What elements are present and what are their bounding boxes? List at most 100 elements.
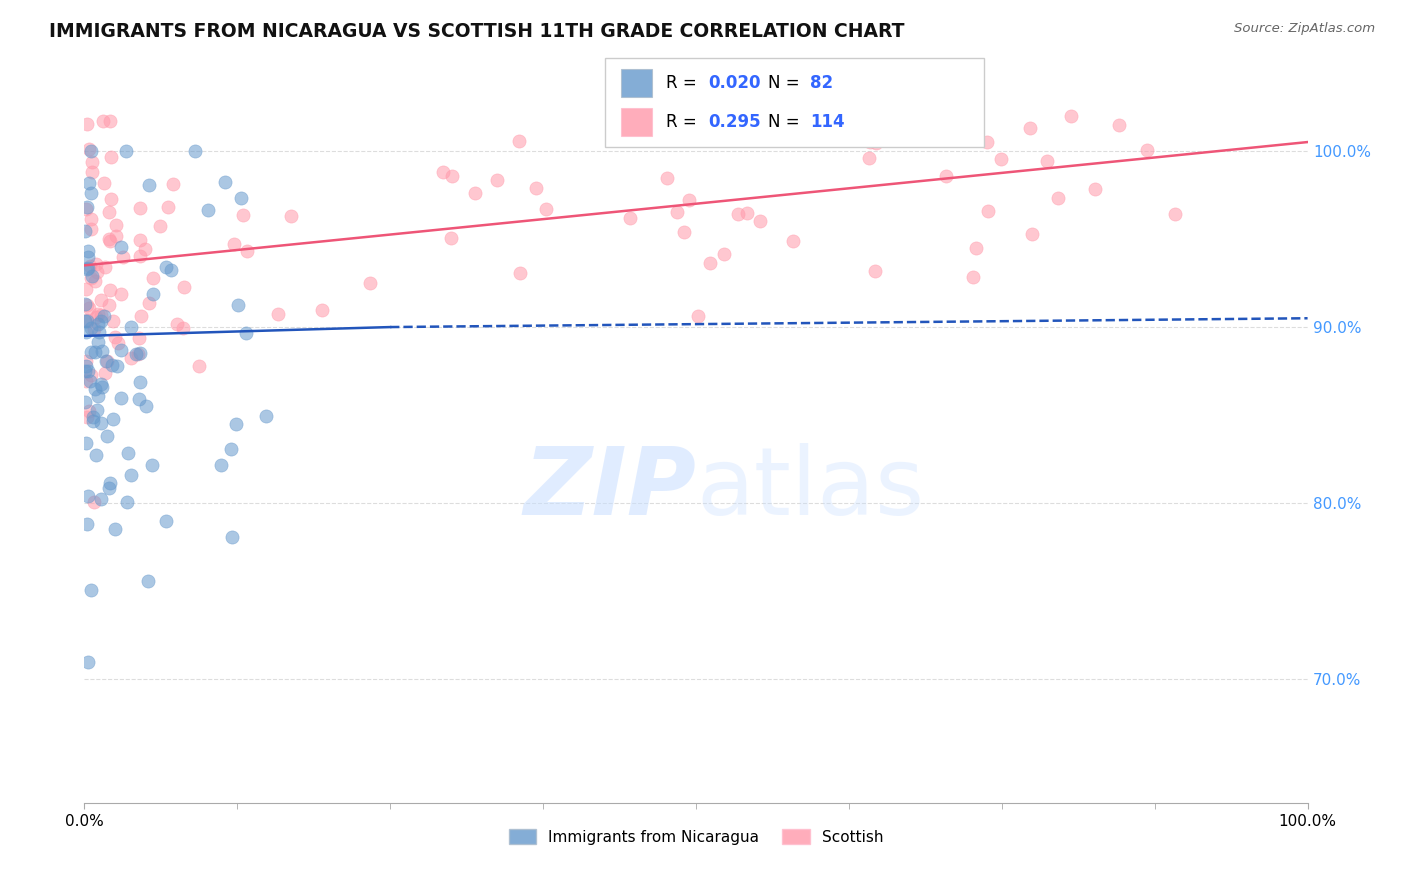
Point [1060,109,1083,123]
Point [77,261,100,276]
Point [97,482,120,496]
Point [90,491,112,506]
Point [75,224,97,238]
Point [135,399,157,413]
Point [90,313,112,327]
Point [96,354,118,368]
Point [138,178,160,192]
Point [75,363,97,377]
Point [935,169,957,184]
Point [101,314,124,328]
Point [1136,143,1159,157]
Legend: Immigrants from Nicaragua, Scottish: Immigrants from Nicaragua, Scottish [501,821,891,852]
Point [82,409,104,424]
Point [80,368,103,382]
Point [75,202,97,217]
Point [149,219,172,233]
Point [98,283,121,297]
Point [97,204,120,219]
Text: R =: R = [666,113,703,131]
Point [79,212,101,227]
Point [100,150,122,164]
Point [80,186,103,200]
Point [311,303,333,318]
Point [76,117,98,131]
Point [90,416,112,430]
Point [90,380,112,394]
Point [96,428,118,442]
Point [93,309,115,323]
Point [129,346,152,360]
Point [75,326,97,340]
Point [97,232,120,246]
Point [127,347,149,361]
Point [280,209,302,223]
Point [440,231,463,245]
Point [162,177,184,191]
Point [86,403,108,417]
Point [120,351,142,365]
Point [73,314,96,328]
Point [155,514,177,528]
Point [77,176,100,190]
Point [266,307,288,321]
Point [77,142,100,156]
Point [76,313,98,327]
Point [166,317,188,331]
Point [904,112,927,126]
Text: 114: 114 [810,113,845,131]
Point [114,144,136,158]
Point [87,308,110,322]
Point [1019,121,1042,136]
Point [229,191,252,205]
Point [129,234,152,248]
Point [76,409,98,424]
Point [75,296,97,310]
Point [76,200,98,214]
Point [98,234,121,248]
Point [184,144,207,158]
Point [86,265,108,279]
Text: 82: 82 [810,74,832,92]
Point [79,374,101,388]
Point [91,114,114,128]
Point [173,280,195,294]
Point [73,394,96,409]
Point [485,173,508,187]
Point [98,476,121,491]
Point [125,347,148,361]
Point [110,343,132,357]
Point [209,458,232,472]
Point [112,250,135,264]
Point [990,153,1012,167]
Point [80,268,103,283]
Point [84,310,107,324]
Point [105,359,128,373]
Point [80,270,103,285]
Point [129,249,152,263]
Point [75,359,97,374]
Point [80,321,103,335]
Point [1021,227,1043,242]
Point [76,314,98,328]
Text: atlas: atlas [696,442,924,535]
Point [117,495,139,509]
Point [94,260,117,275]
Text: N =: N = [768,74,804,92]
Point [432,165,454,179]
Point [686,309,709,323]
Point [107,336,129,351]
Point [83,322,105,336]
Point [128,376,150,390]
Point [142,286,165,301]
Point [83,344,105,359]
Point [90,376,112,391]
Point [128,331,150,345]
Point [962,269,984,284]
Point [80,222,103,236]
Text: IMMIGRANTS FROM NICARAGUA VS SCOTTISH 11TH GRADE CORRELATION CHART: IMMIGRANTS FROM NICARAGUA VS SCOTTISH 11… [49,22,904,41]
Point [359,276,381,290]
Point [120,319,142,334]
Point [77,364,100,378]
Point [977,204,1000,219]
